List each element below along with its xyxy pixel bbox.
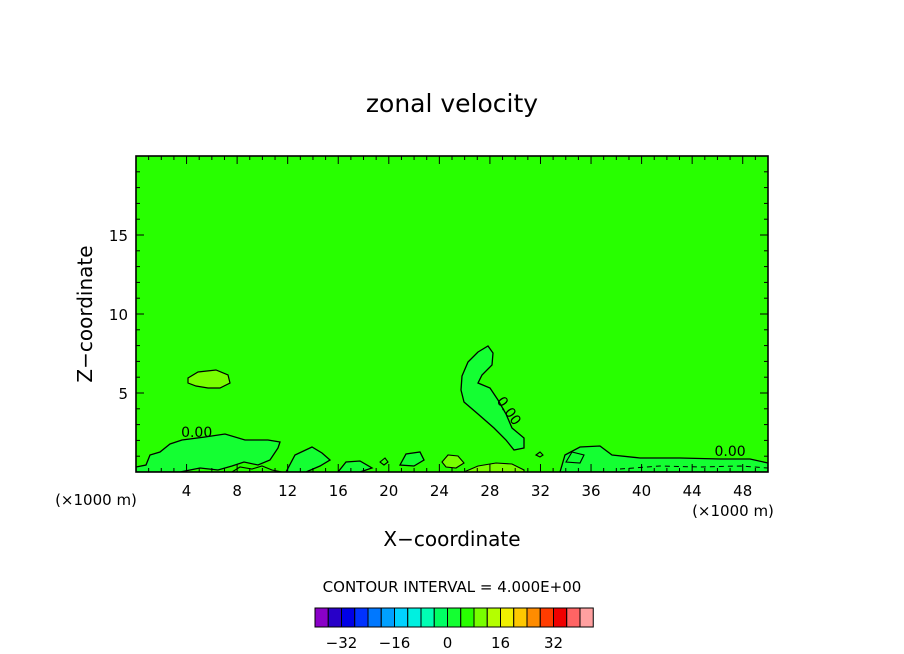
- y-tick-labels: 5 10 15: [109, 227, 128, 403]
- contour-region-bottom-left: [136, 433, 281, 472]
- colorbar-swatch: [341, 607, 356, 628]
- x-tick-label: 24: [430, 482, 449, 500]
- contour-line-small-circle-2: [534, 451, 544, 458]
- contour-region-plume: [460, 345, 525, 451]
- colorbar-swatch: [314, 607, 329, 628]
- colorbar-swatch: [460, 607, 475, 628]
- contour-region-small-1: [398, 451, 425, 467]
- y-tick-label: 10: [109, 306, 128, 324]
- colorbar-swatch: [380, 607, 395, 628]
- colorbar-swatch: [553, 607, 568, 628]
- x-tick-label: 8: [232, 482, 242, 500]
- colorbar-swatch: [486, 607, 501, 628]
- colorbar-swatch: [354, 607, 369, 628]
- colorbar-label: 0: [443, 634, 453, 652]
- y-tick-label: 5: [118, 385, 128, 403]
- contour-labels: 0.000.000.00: [181, 394, 746, 460]
- colorbar: [314, 607, 594, 628]
- colorbar-swatch: [500, 607, 515, 628]
- colorbar-swatch: [473, 607, 488, 628]
- x-unit-left: (×1000 m): [55, 491, 137, 509]
- colorbar-swatch: [566, 607, 581, 628]
- x-unit-right: (×1000 m): [692, 502, 774, 520]
- x-tick-labels: 4 8 12 16 20 24 28 32 36 40 44 48: [182, 482, 752, 500]
- colorbar-swatch: [513, 607, 528, 628]
- x-tick-label: 48: [733, 482, 752, 500]
- contour-region-bottom-left-2: [285, 446, 332, 472]
- contour-line-small-circle-3: [565, 451, 585, 464]
- colorbar-swatch: [447, 607, 462, 628]
- x-tick-label: 12: [278, 482, 297, 500]
- contour-region-positive-small-2: [463, 462, 525, 472]
- contour-label: 0.00: [714, 444, 745, 460]
- colorbar-swatch: [394, 607, 409, 628]
- contour-region-positive-small-1: [441, 454, 465, 469]
- contour-label: 0.00: [181, 425, 212, 441]
- y-tick-label: 15: [109, 227, 128, 245]
- x-tick-label: 32: [531, 482, 550, 500]
- contour-line-small-circle: [379, 457, 389, 466]
- contour-interval-text: CONTOUR INTERVAL = 4.000E+00: [323, 578, 582, 596]
- colorbar-swatch: [433, 607, 448, 628]
- chart-title: zonal velocity: [366, 89, 538, 118]
- colorbar-swatch: [367, 607, 382, 628]
- colorbar-labels: −32 −16 0 16 32: [326, 634, 563, 652]
- colorbar-label: 32: [544, 634, 563, 652]
- plot-background: [136, 156, 768, 472]
- x-axis-label: X−coordinate: [383, 527, 520, 551]
- contour-region-bottom-right: [559, 445, 768, 472]
- colorbar-swatch: [420, 607, 435, 628]
- x-tick-label: 4: [182, 482, 192, 500]
- colorbar-swatch: [327, 607, 342, 628]
- colorbar-label: 16: [491, 634, 510, 652]
- x-tick-label: 16: [329, 482, 348, 500]
- y-axis-label: Z−coordinate: [73, 245, 97, 382]
- colorbar-swatch: [526, 607, 541, 628]
- colorbar-swatch: [407, 607, 422, 628]
- colorbar-label: −32: [326, 634, 358, 652]
- colorbar-swatch: [539, 607, 554, 628]
- x-tick-label: 28: [480, 482, 499, 500]
- x-tick-label: 20: [379, 482, 398, 500]
- colorbar-label: −16: [379, 634, 411, 652]
- contour-region-positive-blob: [187, 369, 231, 389]
- colorbar-swatch: [579, 607, 594, 628]
- contour-line-dashed: [619, 465, 768, 470]
- x-tick-label: 44: [683, 482, 702, 500]
- contour-line-lower-ripple: [231, 465, 283, 472]
- x-tick-label: 36: [581, 482, 600, 500]
- x-tick-label: 40: [632, 482, 651, 500]
- axis-ticks: [136, 156, 768, 472]
